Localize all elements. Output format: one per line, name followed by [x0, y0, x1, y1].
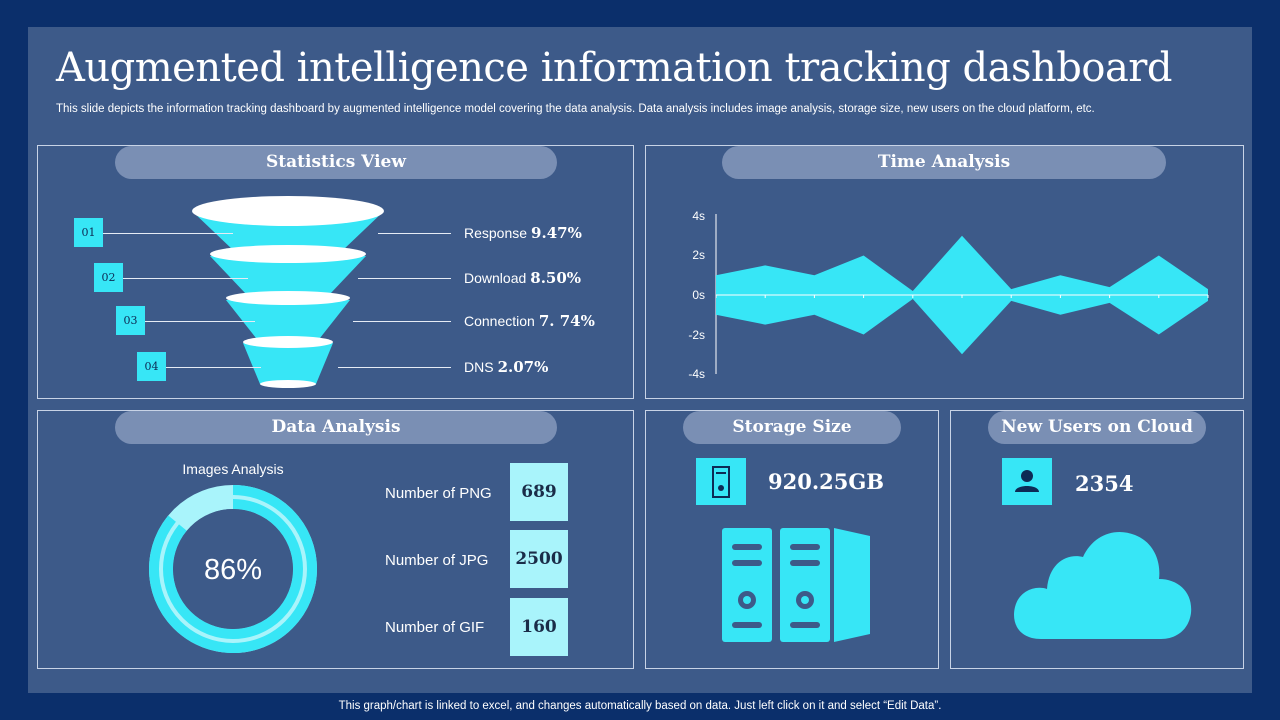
funnel-top-rim — [192, 196, 384, 226]
statistics-number-02: 02 — [94, 263, 123, 292]
statistics-item-download: Download 8.50% — [464, 269, 581, 287]
funnel-layer-4 — [243, 343, 333, 384]
statistics-item-dns: DNS 2.07% — [464, 358, 548, 376]
statistics-label-connection: Connection — [464, 313, 535, 329]
storage-title: Storage Size — [683, 411, 901, 444]
time-analysis-title: Time Analysis — [722, 146, 1166, 179]
statistics-value-response: 9.47% — [531, 224, 582, 242]
statistics-panel: Statistics View 01 Response 9.47% 02 Down… — [37, 145, 634, 399]
leader-line-left-04 — [166, 367, 261, 368]
leader-line-right-02 — [358, 278, 451, 279]
gif-label: Number of GIF — [385, 619, 485, 636]
leader-line-right-03 — [353, 321, 451, 322]
funnel-layer-2 — [210, 256, 366, 294]
leader-line-left-02 — [123, 278, 248, 279]
statistics-label-dns: DNS — [464, 359, 494, 375]
jpg-value: 2500 — [510, 530, 568, 588]
leader-line-left-01 — [103, 233, 233, 234]
users-panel: New Users on Cloud 2354 — [950, 410, 1244, 669]
page-title: Augmented intelligence information track… — [56, 45, 1173, 91]
images-donut-chart — [148, 485, 317, 653]
hard-drive-icon — [696, 458, 746, 505]
statistics-item-response: Response 9.47% — [464, 224, 582, 242]
statistics-number-01: 01 — [74, 218, 103, 247]
page-subtitle: This slide depicts the information track… — [56, 103, 1095, 115]
statistics-label-download: Download — [464, 270, 527, 286]
data-analysis-title: Data Analysis — [115, 411, 557, 444]
y-tick-2s: 2s — [692, 248, 705, 262]
png-value: 689 — [510, 463, 568, 521]
png-label: Number of PNG — [385, 485, 492, 502]
user-icon — [1002, 458, 1052, 505]
statistics-number-03: 03 — [116, 306, 145, 335]
y-tick-4s: 4s — [692, 209, 705, 223]
footer-note: This graph/chart is linked to excel, and… — [338, 700, 942, 712]
statistics-item-connection: Connection 7. 74% — [464, 312, 595, 330]
jpg-label: Number of JPG — [385, 552, 489, 569]
slide: Augmented intelligence information track… — [28, 27, 1252, 693]
leader-line-left-03 — [145, 321, 255, 322]
donut-inner-stripe — [159, 495, 307, 643]
donut-value: 86% — [203, 554, 263, 586]
statistics-number-04: 04 — [137, 352, 166, 381]
storage-panel: Storage Size 920.25GB — [645, 410, 939, 669]
gif-value: 160 — [510, 598, 568, 656]
statistics-title: Statistics View — [115, 146, 557, 179]
users-title: New Users on Cloud — [988, 411, 1206, 444]
time-analysis-chart — [715, 214, 1209, 374]
time-analysis-panel: Time Analysis 4s 2s 0s -2s -4s — [645, 145, 1244, 399]
leader-line-right-01 — [378, 233, 451, 234]
statistics-value-connection: 7. 74% — [538, 312, 595, 330]
statistics-value-dns: 2.07% — [497, 358, 549, 376]
y-tick-minus-4s: -4s — [688, 367, 705, 381]
cloud-icon — [1014, 531, 1192, 639]
y-tick-0s: 0s — [692, 288, 705, 302]
users-value: 2354 — [1075, 471, 1134, 496]
donut-label: Images Analysis — [182, 461, 284, 477]
storage-value: 920.25GB — [768, 469, 885, 494]
leader-line-right-04 — [338, 367, 451, 368]
funnel-layer-3 — [226, 300, 350, 338]
funnel-chart — [192, 196, 384, 388]
y-tick-minus-2s: -2s — [688, 328, 705, 342]
donut-hole — [173, 509, 293, 629]
statistics-value-download: 8.50% — [530, 269, 582, 287]
statistics-label-response: Response — [464, 225, 528, 241]
server-rack-icon — [722, 528, 870, 642]
data-analysis-panel: Data Analysis Images Analysis 86% Number… — [37, 410, 634, 669]
